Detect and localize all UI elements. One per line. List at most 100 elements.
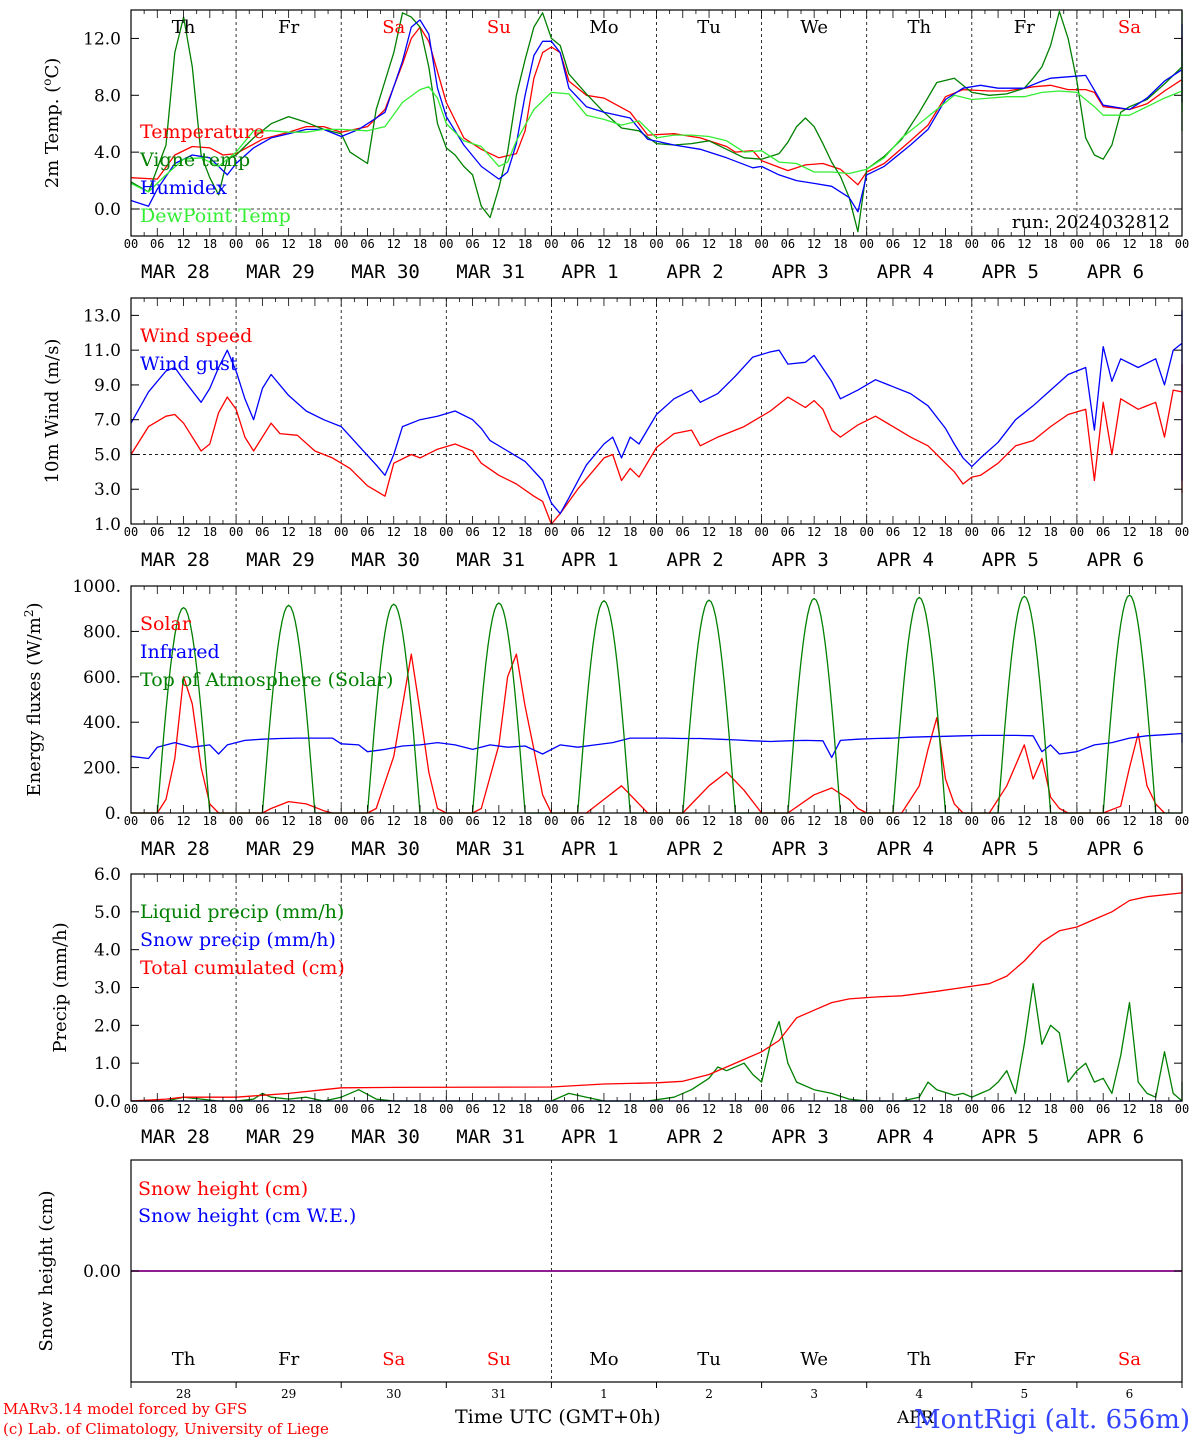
panel-2-hour-label: 00 — [965, 525, 979, 539]
panel-2-hour-label: 06 — [465, 525, 479, 539]
panel-3-hour-label: 06 — [676, 814, 690, 828]
panel-3-hour-label: 12 — [1017, 814, 1031, 828]
panel-1-hour-label: 06 — [255, 237, 269, 251]
panel-1-hour-label: 06 — [570, 237, 584, 251]
panel-4-legend-entry: Snow precip (mm/h) — [140, 929, 336, 951]
panel-1-hour-label: 12 — [492, 237, 506, 251]
panel-2-hour-label: 18 — [833, 525, 847, 539]
panel-4-date-label: MAR 28 — [141, 1126, 210, 1148]
panel-4-hour-label: 12 — [597, 1102, 611, 1116]
panel-5-date-number: 31 — [491, 1387, 506, 1401]
panel-5-weekday-label: Th — [907, 1349, 931, 1370]
panel-1-hour-label: 18 — [413, 237, 427, 251]
panel-2-hour-label: 12 — [702, 525, 716, 539]
panel-3-legend-entry: Infrared — [140, 641, 220, 663]
model-credit: MARv3.14 model forced by GFS — [3, 1400, 247, 1418]
panel-3-date-label: MAR 30 — [351, 838, 420, 860]
panel-4-y-tick-label: 6.0 — [94, 865, 121, 885]
panel-2-hour-label: 00 — [439, 525, 453, 539]
panel-1-hour-label: 00 — [334, 237, 348, 251]
panel-4-hour-label: 06 — [255, 1102, 269, 1116]
panel-3-hour-label: 18 — [938, 814, 952, 828]
panel-4-hour-label: 18 — [1148, 1102, 1162, 1116]
panel-2-hour-label: 12 — [492, 525, 506, 539]
panel-1-y-axis-title: 2m Temp. (oC) — [40, 58, 63, 189]
panel-4-hour-label: 18 — [413, 1102, 427, 1116]
panel-4-hour-label: 00 — [965, 1102, 979, 1116]
panel-2-date-label: APR 3 — [772, 549, 829, 571]
panel-4-hour-label: 00 — [124, 1102, 138, 1116]
panel-4-hour-label: 00 — [439, 1102, 453, 1116]
panel-4-date-label: APR 5 — [982, 1126, 1039, 1148]
panel-4-hour-label: 18 — [833, 1102, 847, 1116]
panel-3-hour-label: 00 — [754, 814, 768, 828]
panel-3-hour-label: 18 — [518, 814, 532, 828]
panel-1-hour-label: 18 — [833, 237, 847, 251]
panel-1-date-label: APR 3 — [772, 261, 829, 283]
panel-4-hour-label: 12 — [176, 1102, 190, 1116]
panel-4-hour-label: 00 — [1175, 1102, 1189, 1116]
panel-3-y-tick-label: 0. — [105, 804, 121, 824]
panel-2-y-tick-label: 1.0 — [94, 515, 121, 535]
panel-3-hour-label: 00 — [1175, 814, 1189, 828]
panel-4-hour-label: 00 — [754, 1102, 768, 1116]
panel-5-date-number: 28 — [176, 1387, 191, 1401]
panel-1-date-label: MAR 28 — [141, 261, 210, 283]
panel-4-hour-label: 06 — [360, 1102, 374, 1116]
panel-1-weekday-label: Tu — [697, 17, 721, 38]
panel-2-hour-label: 06 — [781, 525, 795, 539]
panel-2-hour-label: 00 — [859, 525, 873, 539]
panel-3-date-label: APR 2 — [667, 838, 724, 860]
panel-5-date-number: 4 — [915, 1387, 923, 1401]
panel-1-hour-label: 12 — [702, 237, 716, 251]
panel-1-weekday-label: We — [800, 17, 828, 38]
panel-4-date-label: MAR 31 — [456, 1126, 525, 1148]
panel-2-hour-label: 12 — [176, 525, 190, 539]
panel-5-legend-entry: Snow height (cm) — [138, 1178, 308, 1200]
panel-2-hour-label: 12 — [281, 525, 295, 539]
panel-3-date-label: MAR 29 — [246, 838, 315, 860]
panel-4-hour-label: 06 — [991, 1102, 1005, 1116]
panel-2-hour-label: 18 — [413, 525, 427, 539]
panel-2-hour-label: 00 — [229, 525, 243, 539]
panel-2-legend-entry: Wind gust — [140, 353, 238, 375]
panel-1-hour-label: 18 — [203, 237, 217, 251]
panel-3-hour-label: 18 — [728, 814, 742, 828]
panel-4-hour-label: 12 — [807, 1102, 821, 1116]
panel-3-hour-label: 18 — [1043, 814, 1057, 828]
panel-1-hour-label: 00 — [439, 237, 453, 251]
panel-4-hour-label: 18 — [623, 1102, 637, 1116]
panel-4-date-label: APR 6 — [1087, 1126, 1144, 1148]
panel-3-hour-label: 18 — [203, 814, 217, 828]
panel-3-hour-label: 06 — [570, 814, 584, 828]
panel-2-date-label: APR 2 — [667, 549, 724, 571]
panel-3-hour-label: 06 — [781, 814, 795, 828]
panel-2-hour-label: 12 — [1122, 525, 1136, 539]
panel-1-weekday-label: Fr — [1014, 17, 1035, 38]
panel-1-hour-label: 12 — [387, 237, 401, 251]
panel-4-hour-label: 12 — [702, 1102, 716, 1116]
panel-2-hour-label: 06 — [676, 525, 690, 539]
panel-1-hour-label: 12 — [597, 237, 611, 251]
panel-4-hour-label: 12 — [1122, 1102, 1136, 1116]
panel-2-hour-label: 12 — [912, 525, 926, 539]
panel-3-hour-label: 18 — [308, 814, 322, 828]
panel-1-y-tick-label: 4.0 — [94, 143, 121, 163]
panel-2-hour-label: 06 — [886, 525, 900, 539]
panel-2-y-tick-label: 11.0 — [83, 341, 121, 361]
panel-1-hour-label: 00 — [1175, 237, 1189, 251]
panel-1-weekday-label: Sa — [382, 17, 405, 38]
panel-1-y-tick-label: 12.0 — [83, 29, 121, 49]
panel-5-weekday-label: Sa — [382, 1349, 405, 1370]
panel-2-hour-label: 18 — [308, 525, 322, 539]
panel-1-hour-label: 06 — [360, 237, 374, 251]
panel-1-date-label: APR 2 — [667, 261, 724, 283]
panel-3-hour-label: 06 — [255, 814, 269, 828]
panel-3-hour-label: 12 — [387, 814, 401, 828]
panel-5-date-number: 30 — [386, 1387, 401, 1401]
panel-4-date-label: MAR 29 — [246, 1126, 315, 1148]
panel-2-date-label: MAR 31 — [456, 549, 525, 571]
panel-2-hour-label: 18 — [623, 525, 637, 539]
panel-1-hour-label: 00 — [754, 237, 768, 251]
